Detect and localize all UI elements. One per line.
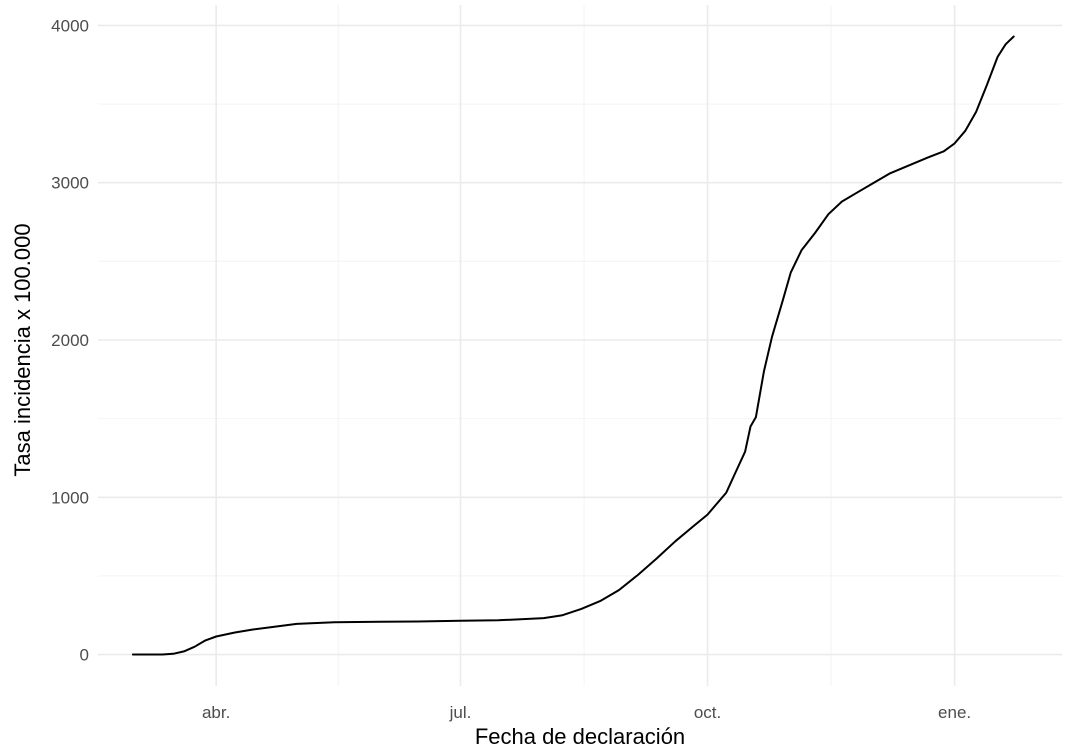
y-tick-label: 3000 <box>51 174 89 193</box>
y-tick-label: 1000 <box>51 488 89 507</box>
x-tick-label: abr. <box>202 703 230 722</box>
y-axis-title: Tasa incidencia x 100.000 <box>10 223 35 476</box>
series-line <box>131 35 1015 656</box>
y-tick-label: 0 <box>80 646 89 665</box>
x-tick-label: ene. <box>938 703 971 722</box>
tick-labels: 0 1000 2000 3000 4000 abr. jul. oct. ene. <box>51 16 971 722</box>
grid <box>98 5 1062 686</box>
y-tick-label: 4000 <box>51 16 89 35</box>
x-axis-title: Fecha de declaración <box>475 724 685 749</box>
x-tick-label: jul. <box>449 703 472 722</box>
y-tick-label: 2000 <box>51 331 89 350</box>
series <box>131 35 1015 656</box>
x-tick-label: oct. <box>694 703 721 722</box>
